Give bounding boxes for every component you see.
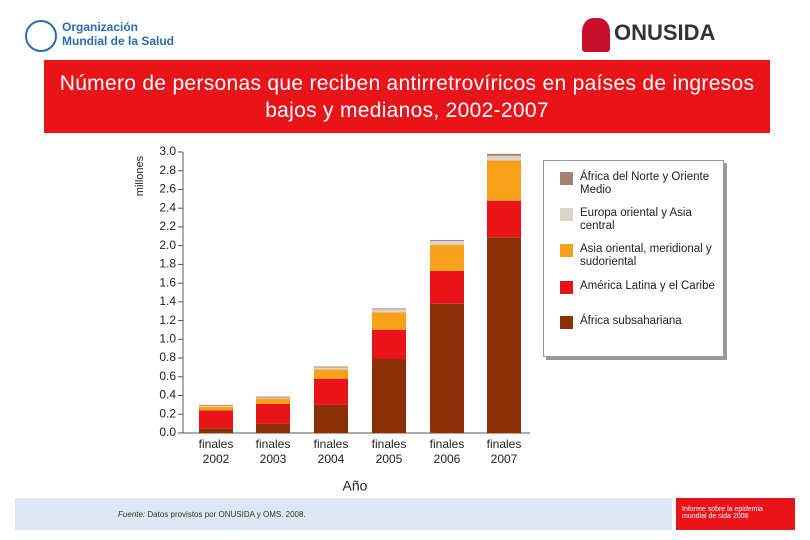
y-axis-title: millones (134, 155, 146, 196)
source-label: Fuente: (118, 510, 146, 519)
x-tick-label: finales 2004 (313, 437, 349, 466)
legend-label: Asia oriental, meridional y sudoriental (580, 243, 712, 268)
legend-swatch (560, 281, 573, 294)
legend-swatch (560, 208, 573, 221)
x-tick-label: finales 2005 (371, 437, 407, 466)
y-tick-label: 1.2 (159, 313, 176, 327)
bar-segment (430, 303, 464, 433)
unaids-emblem (582, 18, 610, 52)
y-tick-label: 1.6 (159, 275, 176, 289)
bar-segment (430, 244, 464, 271)
bar-segment (372, 359, 406, 433)
bar-segment (314, 378, 348, 405)
y-tick-label: 2.2 (159, 219, 176, 233)
legend-label: África del Norte y Oriente Medio (580, 171, 710, 196)
y-tick-label: 1.0 (159, 332, 176, 346)
x-tick-label: finales 2002 (198, 437, 234, 466)
bar-segment (372, 329, 406, 360)
legend-swatch (560, 316, 573, 329)
x-tick-label: finales 2006 (429, 437, 465, 466)
bar-segment (487, 153, 521, 156)
chart-title: Número de personas que reciben antirretr… (59, 72, 755, 122)
bar-segment (256, 398, 290, 404)
y-tick-label: 0.0 (159, 425, 176, 439)
who-emblem (25, 20, 57, 52)
legend-swatch (560, 244, 573, 257)
bar-segment (372, 312, 406, 330)
bar-segment (199, 404, 233, 406)
report-badge: Informe sobre la epidemia mundial de sid… (676, 498, 795, 530)
bar-segment (372, 308, 406, 310)
who-logo: Organización Mundial de la Salud (62, 20, 175, 48)
bar-segment (199, 406, 233, 411)
bar-segment (430, 270, 464, 304)
bar-segment (487, 237, 521, 433)
x-tick-label: finales 2003 (255, 437, 291, 466)
bar-segment (256, 396, 290, 398)
bar-segment (199, 405, 233, 407)
bar-segment (256, 403, 290, 424)
bar-segment (487, 200, 521, 238)
bar-segment (487, 160, 521, 201)
bar-segment (199, 410, 233, 429)
legend-label: Europa oriental y Asia central (580, 207, 692, 232)
y-tick-label: 3.0 (159, 144, 176, 158)
y-tick-label: 0.8 (159, 350, 176, 364)
legend-label: América Latina y el Caribe (580, 280, 715, 292)
bar-segment (199, 428, 233, 433)
unaids-logo: ONUSIDA (614, 20, 716, 45)
x-axis-title: Año (343, 478, 368, 494)
footer-box (15, 498, 672, 530)
bar-segment (314, 366, 348, 368)
bar-segment (256, 397, 290, 399)
bar-segment (314, 367, 348, 370)
y-tick-label: 2.8 (159, 163, 176, 177)
bar-segment (256, 423, 290, 433)
y-tick-label: 2.0 (159, 238, 176, 252)
y-tick-label: 2.4 (159, 200, 176, 214)
y-tick-label: 0.2 (159, 406, 176, 420)
bar-segment (314, 404, 348, 433)
bar-segment (487, 155, 521, 161)
bar-segment (314, 369, 348, 379)
legend-swatch (560, 172, 573, 185)
bar-segment (430, 240, 464, 241)
title-banner (44, 60, 770, 133)
y-tick-label: 0.4 (159, 388, 176, 402)
y-tick-label: 2.6 (159, 182, 176, 196)
bar-segment (372, 309, 406, 313)
y-tick-label: 1.4 (159, 294, 176, 308)
legend-label: África subsahariana (580, 315, 682, 327)
y-tick-label: 0.6 (159, 369, 176, 383)
y-tick-label: 1.8 (159, 257, 176, 271)
bar-segment (430, 240, 464, 245)
footer-source: Fuente: Datos provistos por ONUSIDA y OM… (118, 510, 306, 519)
source-text: Datos provistos por ONUSIDA y OMS. 2008. (147, 510, 306, 519)
x-tick-label: finales 2007 (486, 437, 522, 466)
legend-box (543, 160, 724, 357)
